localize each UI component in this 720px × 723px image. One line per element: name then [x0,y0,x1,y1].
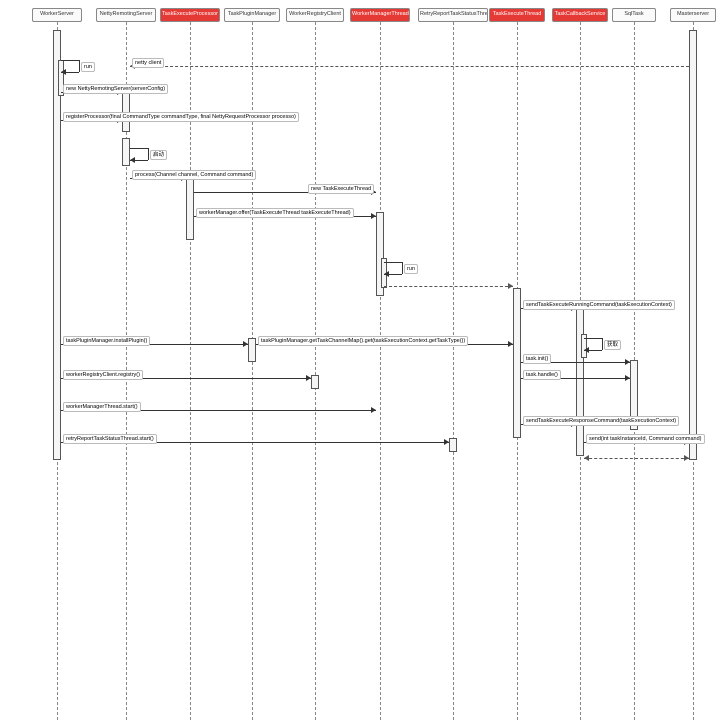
participant-TaskCallbackService: TaskCallbackService [552,8,608,22]
message-label: workerManager.offer(TaskExecuteThread ta… [196,208,354,218]
participant-Masterserver: Masterserver [670,8,716,22]
message-label: 获取 [604,340,621,350]
message-line [384,286,513,287]
self-message-line [602,338,603,350]
participant-SqlTask: SqlTask [612,8,656,22]
lifeline-RetryReportTaskStatusThread [453,22,454,720]
message-label: retryReportTaskStatusThread.start() [63,434,157,444]
activation-NettyRemotingServer-3 [122,138,130,166]
message-label: send(int taskInstanceId, Command command… [586,434,705,444]
self-message-line [130,148,148,149]
arrowhead-right [371,407,376,413]
participant-NettyRemotingServer: NettyRemotingServer [96,8,156,22]
message-label: taskPluginManager.installPlugin() [63,336,150,346]
self-message-line [148,148,149,160]
participant-TaskExecuteThread: TaskExecuteThread [489,8,545,22]
arrowhead-right [625,375,630,381]
activation-TaskExecuteThread-10 [513,288,521,438]
participant-RetryReportTaskStatusThread: RetryReportTaskStatusThread [418,8,488,22]
lifeline-TaskPluginManager [252,22,253,720]
message-label: task.handle() [523,370,561,380]
self-message-line [61,60,79,61]
arrowhead-right [508,341,513,347]
activation-TaskPluginManager-5 [248,338,256,362]
participant-WorkerRegistryClient: WorkerRegistryClient [286,8,344,22]
arrowhead-right [625,359,630,365]
arrowhead-right [684,455,689,461]
activation-WorkerRegistryClient-6 [311,375,319,389]
sequence-diagram-canvas: WorkerServer NettyRemotingServer TaskExecu… [0,0,720,723]
activation-RetryReportTaskStatusThread-9 [449,438,457,452]
participant-TaskPluginManager: TaskPluginManager [224,8,280,22]
message-label: 启动 [150,150,167,160]
message-label: task.init() [523,354,551,364]
message-label: run [404,264,418,274]
arrowhead-left [130,157,135,163]
participant-WorkerManagerThread: WorkerManagerThread [350,8,410,22]
participant-WorkerServer: WorkerServer [32,8,82,22]
activation-TaskCallbackService-11 [576,306,584,456]
message-line [584,458,689,459]
arrowhead-right [371,213,376,219]
lifeline-TaskExecuteProcessor [190,22,191,720]
message-label: sendTaskExecuteResponseCommand(taskExecu… [523,416,679,426]
activation-TaskExecuteProcessor-4 [186,170,194,240]
participant-TaskExecuteProcessor: TaskExecuteProcessor [160,8,220,22]
self-message-line [402,262,403,274]
message-label: workerRegistryClient.registry() [63,370,143,380]
arrowhead-left [584,455,589,461]
message-line [130,66,689,67]
self-message-line [79,60,80,72]
message-label: run [81,62,95,72]
lifeline-WorkerManagerThread [380,22,381,720]
message-label: new TaskExecuteThread [308,184,374,194]
message-label: workerManagerThread.start() [63,402,141,412]
arrowhead-right [306,375,311,381]
message-label: netty client [132,58,164,68]
activation-Masterserver-14 [689,30,697,460]
lifeline-WorkerRegistryClient [315,22,316,720]
arrowhead-right [444,439,449,445]
message-label: new NettyRemotingServer(serverConfig) [63,84,168,94]
arrowhead-left [61,69,66,75]
arrowhead-right [243,341,248,347]
self-message-line [584,338,602,339]
arrowhead-right [508,283,513,289]
message-label: registerProcessor(final CommandType comm… [63,112,299,122]
self-message-line [384,262,402,263]
message-label: taskPluginManager.getTaskChannelMap().ge… [258,336,468,346]
arrowhead-left [584,347,589,353]
message-label: process(Channel channel, Command command… [132,170,256,180]
arrowhead-left [384,271,389,277]
message-label: sendTaskExecuteRunningCommand(taskExecut… [523,300,675,310]
